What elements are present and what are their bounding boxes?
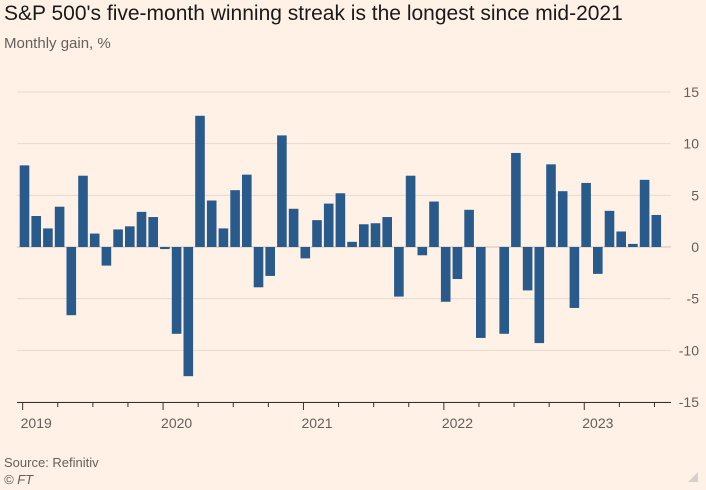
bar bbox=[546, 164, 556, 247]
bar bbox=[405, 175, 416, 247]
bar-chart: 15 10 5 0 -5 -10 -15 2019 2020 2021 2022 2023 bbox=[17, 84, 700, 431]
bar bbox=[464, 209, 474, 247]
bar bbox=[534, 247, 545, 344]
bar bbox=[511, 152, 521, 247]
bar bbox=[417, 247, 428, 256]
resize-grip-icon bbox=[688, 472, 698, 482]
bar bbox=[113, 229, 123, 247]
bar bbox=[253, 247, 264, 288]
source-note: Source: Refinitiv bbox=[4, 455, 99, 470]
y-tick-label: -5 bbox=[687, 291, 700, 307]
bar bbox=[593, 247, 603, 274]
bar bbox=[628, 243, 638, 247]
bar bbox=[19, 165, 30, 247]
bar bbox=[288, 208, 299, 247]
x-tick-label: 2022 bbox=[442, 415, 473, 431]
bar bbox=[616, 231, 626, 247]
bar bbox=[323, 203, 334, 247]
bar bbox=[569, 247, 580, 308]
bar bbox=[370, 223, 381, 247]
bar bbox=[183, 247, 194, 377]
bar bbox=[230, 190, 240, 247]
bar bbox=[382, 217, 392, 247]
y-tick-label: 10 bbox=[683, 136, 699, 152]
bar bbox=[43, 228, 53, 247]
bar bbox=[78, 175, 88, 247]
y-tick-label: 5 bbox=[691, 187, 699, 203]
chart-subtitle: Monthly gain, % bbox=[4, 35, 111, 52]
y-tick-label: 0 bbox=[691, 239, 699, 255]
bar bbox=[557, 191, 568, 247]
y-tick-label: -10 bbox=[679, 342, 699, 358]
bar bbox=[66, 247, 77, 316]
bar bbox=[101, 247, 112, 266]
bar bbox=[206, 200, 217, 247]
x-tick-label: 2021 bbox=[301, 415, 332, 431]
bar bbox=[429, 201, 439, 247]
bar bbox=[125, 226, 135, 247]
bar bbox=[89, 233, 100, 247]
bar bbox=[581, 182, 591, 247]
bar bbox=[604, 210, 615, 247]
y-tick-label: -15 bbox=[679, 394, 699, 410]
bar bbox=[242, 174, 252, 247]
bar bbox=[148, 217, 158, 247]
chart-title: S&P 500's five-month winning streak is t… bbox=[4, 2, 623, 25]
bar bbox=[335, 193, 346, 247]
x-tick-label: 2023 bbox=[582, 415, 613, 431]
bar bbox=[160, 247, 170, 250]
bar bbox=[476, 247, 486, 338]
bar bbox=[499, 247, 509, 334]
bar bbox=[195, 115, 205, 248]
ft-credit: © FT bbox=[4, 472, 34, 487]
x-tick-label: 2019 bbox=[21, 415, 52, 431]
bar bbox=[265, 247, 275, 276]
bar bbox=[54, 206, 65, 247]
bar bbox=[171, 247, 182, 334]
y-tick-label: 15 bbox=[683, 84, 699, 100]
bar bbox=[651, 214, 662, 247]
bar bbox=[218, 228, 229, 247]
bar bbox=[136, 211, 147, 247]
bar bbox=[394, 247, 404, 297]
bar bbox=[522, 247, 533, 291]
bar bbox=[639, 179, 650, 247]
bar bbox=[300, 247, 311, 259]
bar bbox=[312, 220, 322, 247]
bar bbox=[440, 247, 451, 302]
bar bbox=[277, 135, 287, 247]
x-tick-label: 2020 bbox=[161, 415, 192, 431]
bar bbox=[31, 216, 41, 247]
bar bbox=[359, 224, 369, 247]
bar bbox=[452, 247, 463, 280]
bar bbox=[347, 241, 357, 247]
